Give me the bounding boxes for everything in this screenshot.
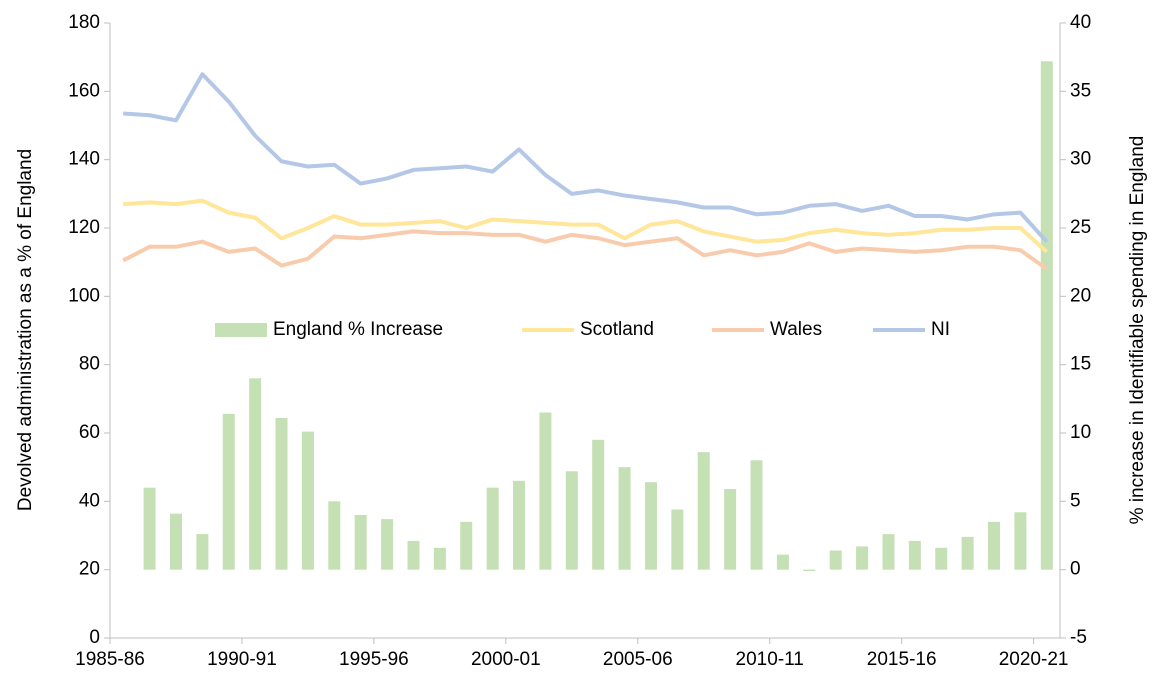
bar [856,546,869,570]
bar [275,417,288,570]
x-tick-label: 1985-86 [75,649,145,670]
bar [328,501,341,570]
bar [354,515,367,570]
y2-axis-label: % increase in Identifiable spending in E… [1127,136,1148,525]
y-tick-label: 20 [79,559,100,580]
x-tick-label: 2000-01 [471,649,541,670]
bar [935,547,948,570]
bar [776,554,789,570]
bar [724,489,737,570]
bar [618,467,631,570]
line [123,72,1049,244]
bar [750,460,763,570]
bar [592,439,605,570]
bar [301,431,314,570]
bar [1040,61,1053,570]
y-tick-label: 40 [79,490,100,511]
bar [697,452,710,570]
bar [829,550,842,570]
bar [803,569,816,572]
x-tick-label: 1995-96 [339,649,409,670]
y2-tick-label: 30 [1070,149,1091,170]
bar [1014,512,1027,570]
bar [143,487,156,570]
bar [196,534,209,570]
y2-tick-label: 25 [1070,217,1091,238]
legend-label: Wales [770,319,822,340]
y-tick-label: 60 [79,422,100,443]
bar [961,536,974,570]
bar [381,519,394,570]
legend-label: Scotland [580,319,654,340]
bar [169,513,182,570]
bar [249,378,262,570]
y-axis-label: Devolved administration as a % of Englan… [15,149,36,511]
bar [882,534,895,570]
line [122,229,1048,271]
y-tick-label: 180 [68,12,100,33]
bar [671,509,684,570]
y2-tick-label: 20 [1070,285,1091,306]
y2-tick-label: 5 [1070,490,1081,511]
x-tick-label: 2005-06 [603,649,673,670]
legend-label: England % Increase [273,319,443,340]
line [123,198,1049,254]
y-tick-label: 160 [68,80,100,101]
x-tick-label: 2015-16 [867,649,937,670]
y-tick-label: 120 [68,217,100,238]
legend-label: NI [931,319,950,340]
y2-tick-label: 0 [1070,559,1081,580]
bar [486,487,499,570]
bar [407,540,420,570]
bar [644,482,657,570]
legend-swatch [215,323,267,337]
x-tick-label: 1990-91 [207,649,277,670]
y-tick-label: 140 [68,149,100,170]
y2-tick-label: -5 [1070,627,1087,648]
y2-tick-label: 10 [1070,422,1091,443]
bar [513,480,526,570]
x-tick-label: 2020-21 [999,649,1069,670]
bar [908,540,921,570]
y-tick-label: 100 [68,285,100,306]
y-tick-label: 80 [79,354,100,375]
bar [460,521,473,570]
bar [565,471,578,570]
y2-tick-label: 15 [1070,354,1091,375]
y-tick-label: 0 [89,627,100,648]
x-tick-label: 2010-11 [736,649,804,670]
bar [433,547,446,570]
y2-tick-label: 35 [1070,80,1091,101]
y2-tick-label: 40 [1070,12,1091,33]
bar [988,521,1001,570]
bar [222,413,235,570]
bar [539,412,552,570]
